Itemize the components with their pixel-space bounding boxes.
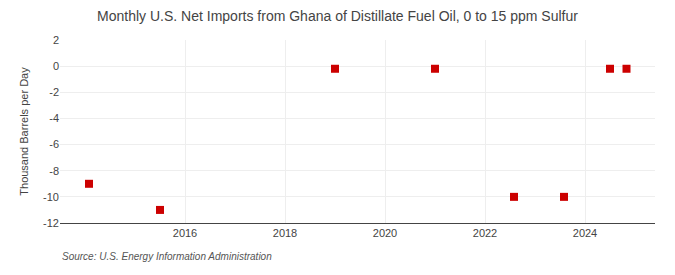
svg-text:-10: -10 xyxy=(43,191,59,203)
svg-text:Thousand Barrels per Day: Thousand Barrels per Day xyxy=(18,67,30,196)
svg-text:-12: -12 xyxy=(43,217,59,229)
svg-text:-6: -6 xyxy=(49,138,59,150)
svg-text:0: 0 xyxy=(53,60,59,72)
svg-text:-8: -8 xyxy=(49,165,59,177)
svg-text:2022: 2022 xyxy=(473,227,497,239)
svg-text:-4: -4 xyxy=(49,112,59,124)
svg-text:2020: 2020 xyxy=(373,227,397,239)
svg-text:2018: 2018 xyxy=(273,227,297,239)
svg-text:2024: 2024 xyxy=(573,227,597,239)
svg-text:-2: -2 xyxy=(49,86,59,98)
svg-text:2016: 2016 xyxy=(173,227,197,239)
svg-text:Monthly U.S. Net Imports from: Monthly U.S. Net Imports from Ghana of D… xyxy=(97,8,578,24)
svg-text:Source: U.S. Energy Informatio: Source: U.S. Energy Information Administ… xyxy=(62,251,272,262)
svg-text:2: 2 xyxy=(53,34,59,46)
